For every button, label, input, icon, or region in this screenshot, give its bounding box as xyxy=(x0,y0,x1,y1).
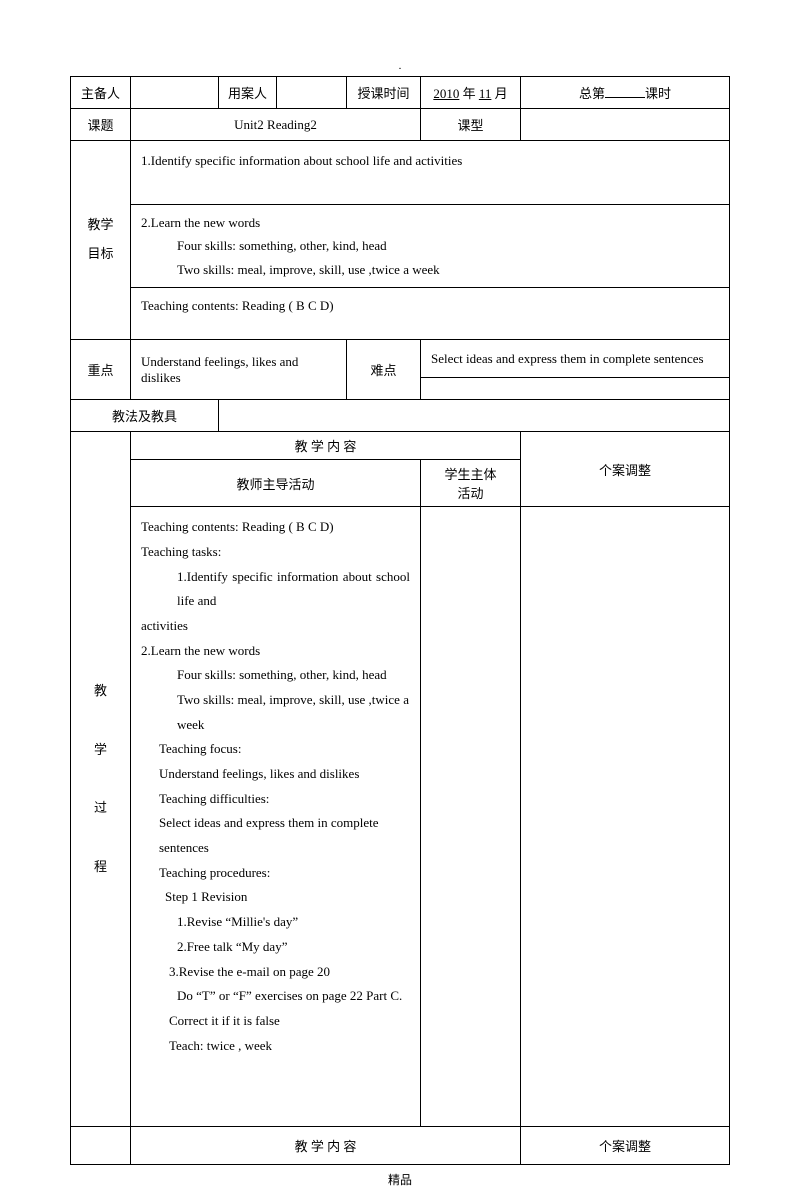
vlabel-1: 教 xyxy=(71,662,130,721)
line-16: Do “T” or “F” exercises on page 22 Part … xyxy=(141,984,410,1009)
goals-label-1: 教学 xyxy=(77,211,124,240)
goals-label-2: 目标 xyxy=(77,240,124,269)
bottom-empty-cell xyxy=(71,1127,131,1165)
line-3a: 1.Identify specific information about sc… xyxy=(141,565,410,614)
goal-2: 2.Learn the new words Four skills: somet… xyxy=(131,205,730,288)
type-value xyxy=(521,109,730,141)
page-dot: . xyxy=(70,60,730,72)
user-value xyxy=(277,77,347,109)
content-heading-2: 教 学 内 容 xyxy=(131,1127,521,1165)
goal-2c: Two skills: meal, improve, skill, use ,t… xyxy=(141,258,719,281)
period-blank xyxy=(605,97,645,98)
line-13: 1.Revise “Millie's day” xyxy=(141,910,410,935)
nd-value: Select ideas and express them in complet… xyxy=(421,340,730,378)
teach-time-label: 授课时间 xyxy=(347,77,421,109)
process-vlabel: 教 学 过 程 xyxy=(71,432,131,1127)
student-activity-label: 学生主体 活动 xyxy=(421,460,521,507)
method-value xyxy=(219,400,730,432)
period-cell: 总第 课时 xyxy=(521,77,730,109)
content-heading: 教 学 内 容 xyxy=(131,432,521,460)
spacer xyxy=(141,1058,410,1118)
footer-text: 精品 xyxy=(70,1171,730,1188)
user-label: 用案人 xyxy=(219,77,277,109)
line-11: Teaching procedures: xyxy=(141,861,410,886)
method-label: 教法及教具 xyxy=(71,400,219,432)
nd-empty xyxy=(421,378,730,400)
goal-2a: 2.Learn the new words xyxy=(141,211,719,234)
student-content xyxy=(421,507,521,1127)
adjust-heading: 个案调整 xyxy=(521,432,730,507)
month-value: 11 xyxy=(479,86,492,101)
year-suffix: 年 xyxy=(459,86,479,101)
zd-value: Understand feelings, likes and dislikes xyxy=(131,340,347,400)
vlabel-2: 学 xyxy=(71,721,130,780)
adjust-heading-2: 个案调整 xyxy=(521,1127,730,1165)
line-12: Step 1 Revision xyxy=(141,885,410,910)
teacher-activity-label: 教师主导活动 xyxy=(131,460,421,507)
preparer-label: 主备人 xyxy=(71,77,131,109)
line-18: Teach: twice , week xyxy=(141,1034,410,1059)
goal-1: 1.Identify specific information about sc… xyxy=(131,141,730,205)
goal-2b: Four skills: something, other, kind, hea… xyxy=(141,234,719,257)
lesson-plan-table: 主备人 用案人 授课时间 2010 年 11 月 总第 课时 课题 Unit2 R… xyxy=(70,76,730,1165)
period-suffix: 课时 xyxy=(645,86,671,101)
line-5: Four skills: something, other, kind, hea… xyxy=(141,663,410,688)
line-3b: activities xyxy=(141,614,410,639)
vlabel-3: 过 xyxy=(71,779,130,838)
adjust-content xyxy=(521,507,730,1127)
type-label: 课型 xyxy=(421,109,521,141)
line-15: 3.Revise the e-mail on page 20 xyxy=(141,960,410,985)
line-4: 2.Learn the new words xyxy=(141,639,410,664)
line-10: Select ideas and express them in complet… xyxy=(141,811,410,860)
line-6: Two skills: meal, improve, skill, use ,t… xyxy=(141,688,410,737)
line-1: Teaching contents: Reading ( B C D) xyxy=(141,515,410,540)
line-7: Teaching focus: xyxy=(141,737,410,762)
line-9: Teaching difficulties: xyxy=(141,787,410,812)
topic-value: Unit2 Reading2 xyxy=(131,109,421,141)
teach-time-value: 2010 年 11 月 xyxy=(421,77,521,109)
goals-vlabel: 教学 目标 xyxy=(71,141,131,340)
line-8: Understand feelings, likes and dislikes xyxy=(141,762,410,787)
student-label1: 学生主体 xyxy=(427,464,514,483)
teacher-content: Teaching contents: Reading ( B C D) Teac… xyxy=(131,507,421,1127)
line-2: Teaching tasks: xyxy=(141,540,410,565)
goal-3: Teaching contents: Reading ( B C D) xyxy=(131,288,730,340)
student-label2: 活动 xyxy=(427,483,514,502)
period-prefix: 总第 xyxy=(579,86,605,101)
nd-label: 难点 xyxy=(347,340,421,400)
line-17: Correct it if it is false xyxy=(141,1009,410,1034)
month-suffix: 月 xyxy=(491,86,507,101)
vlabel-4: 程 xyxy=(71,838,130,897)
preparer-value xyxy=(131,77,219,109)
zd-label: 重点 xyxy=(71,340,131,400)
line-14: 2.Free talk “My day” xyxy=(141,935,410,960)
year-value: 2010 xyxy=(433,86,459,101)
topic-label-wrap: 课题 xyxy=(71,109,131,141)
topic-label: 课题 xyxy=(77,113,124,136)
